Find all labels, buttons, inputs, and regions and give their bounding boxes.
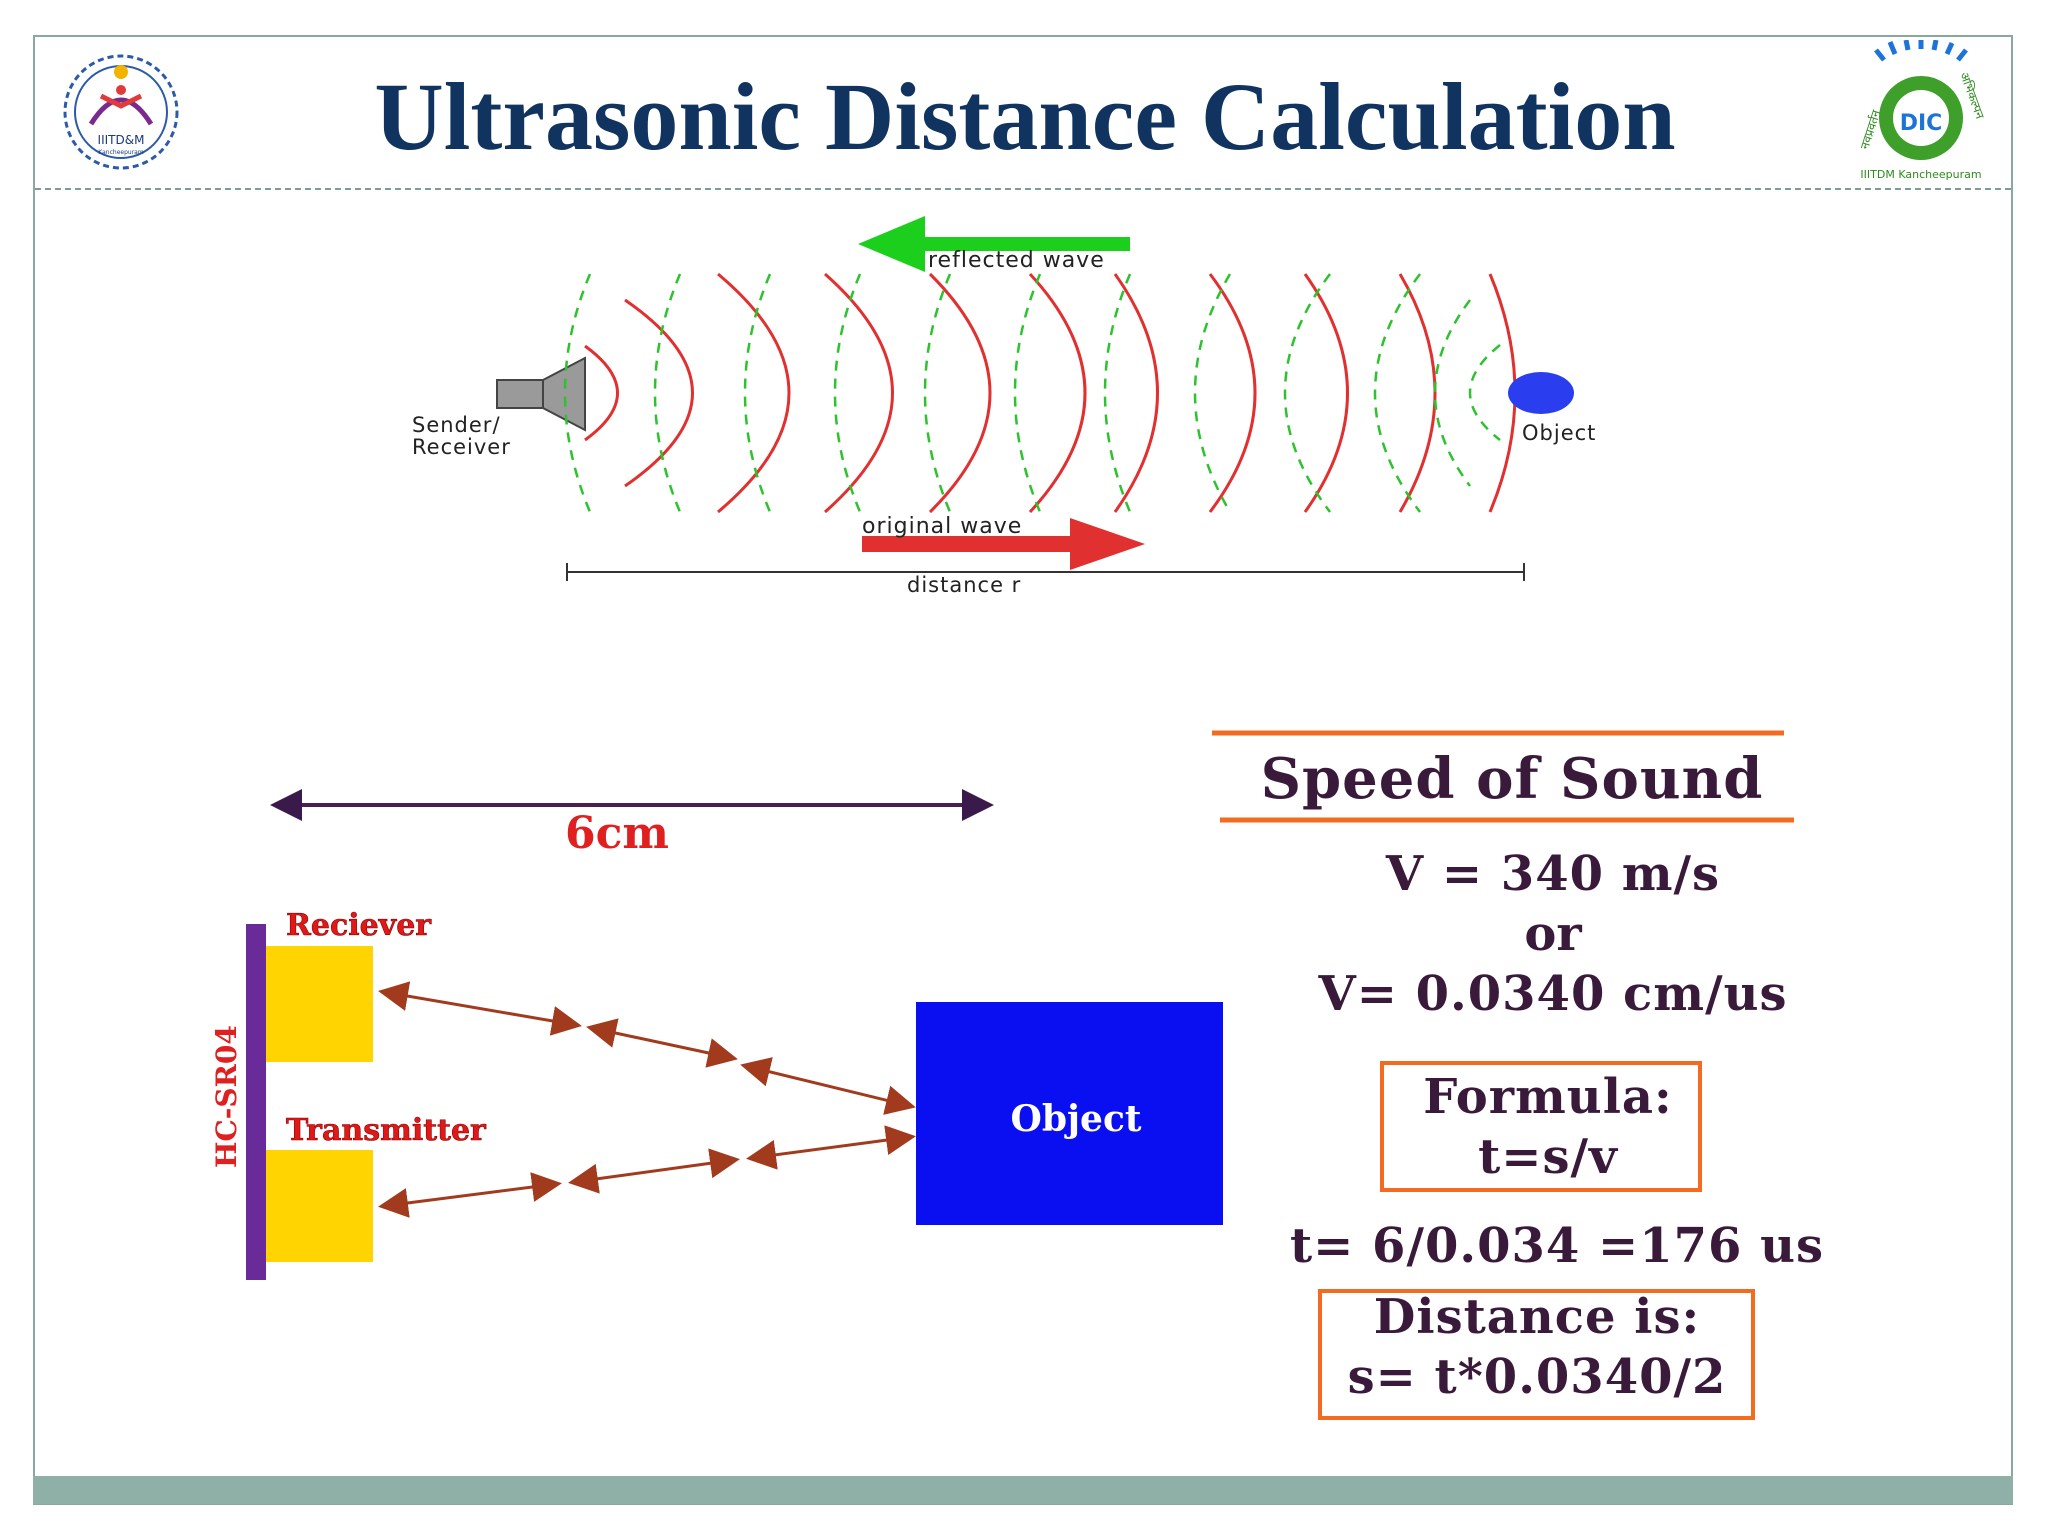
formula-label: Formula: [1423, 1069, 1673, 1125]
original-wave-arrow [862, 518, 1145, 570]
logo-left-subtext: Kancheepuram [98, 149, 144, 156]
header-divider [35, 188, 2011, 190]
original-wave-label: original wave [862, 514, 1022, 539]
reflected-wave-arrow [858, 216, 1130, 272]
speed-value-ms: V = 340 m/s [1385, 846, 1720, 902]
hc-sr04-label: HC-SR04 [210, 1025, 243, 1168]
distance-r-label: distance r [907, 573, 1021, 597]
distance-r-line [566, 563, 1525, 581]
distance-formula: s= t*0.0340/2 [1348, 1349, 1727, 1405]
iiitdm-logo: IIITD&M Kancheepuram [63, 54, 179, 170]
distance-box [1318, 1289, 1755, 1420]
receiver-label: Reciever [286, 908, 432, 943]
slide-frame [33, 35, 2013, 1505]
logo-right-subtext: IIITDM Kancheepuram [1860, 168, 1981, 181]
reflected-wavefronts [563, 273, 1501, 513]
formula-box [1380, 1061, 1702, 1192]
object-box [916, 1002, 1223, 1225]
dic-logo: नवप्रवर्तन अभिकल्पन DIC IIITDM Kancheepu… [1858, 40, 1987, 181]
receiver-transducer [266, 946, 373, 1062]
time-calculation: t= 6/0.034 =176 us [1290, 1218, 1824, 1274]
logo-left-text: IIITD&M [98, 133, 145, 147]
page-title: Ultrasonic Distance Calculation [374, 63, 1676, 170]
reflected-wave-label: reflected wave [928, 248, 1105, 273]
sunrays-icon [1874, 40, 1968, 62]
object-circle [1508, 372, 1574, 414]
object-label-top: Object [1522, 421, 1596, 445]
object-label-bottom: Object [1010, 1098, 1141, 1140]
original-wavefronts [584, 272, 1517, 514]
distance-label: Distance is: [1374, 1289, 1701, 1345]
transmitter-label: Transmitter [286, 1113, 487, 1148]
transmitter-transducer [266, 1150, 373, 1262]
footer-bar [33, 1476, 2013, 1504]
speed-heading: Speed of Sound [1261, 746, 1764, 812]
sender-label-1: Sender/ [412, 413, 501, 437]
hc-sr04-board [246, 924, 266, 1280]
sender-label-2: Receiver [412, 435, 511, 459]
or-text: or [1524, 906, 1582, 962]
formula-text: t=s/v [1478, 1129, 1619, 1185]
speaker-icon [496, 356, 586, 432]
signal-arrows [378, 981, 916, 1218]
6cm-label: 6cm [565, 808, 669, 859]
speed-value-cmus: V= 0.0340 cm/us [1317, 966, 1787, 1022]
logo-right-text: DIC [1900, 111, 1943, 136]
